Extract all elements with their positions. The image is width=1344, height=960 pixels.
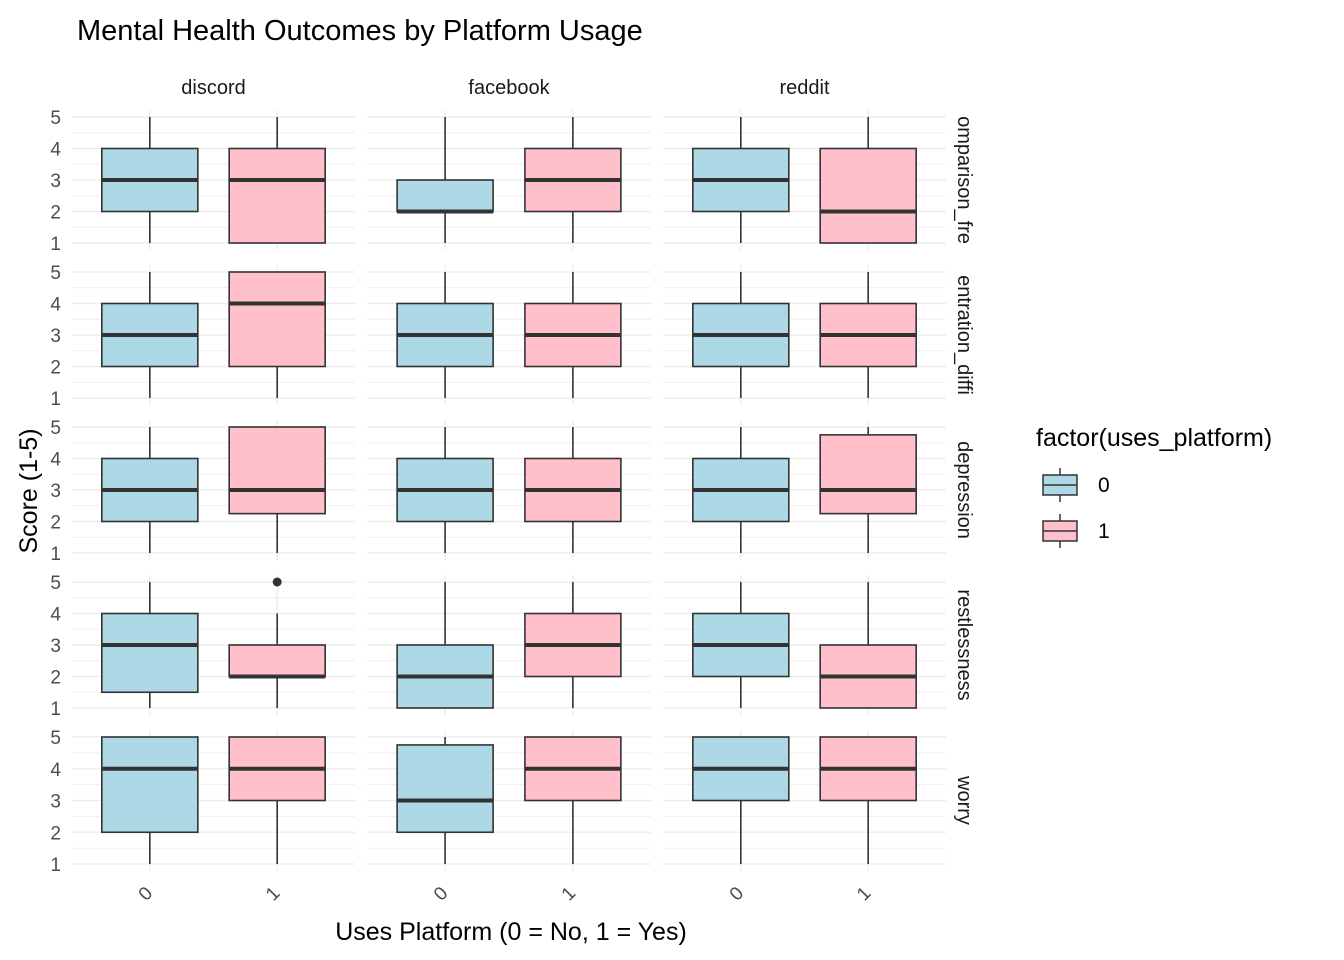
y-tick-label: 2 bbox=[50, 358, 61, 379]
box-iqr bbox=[228, 426, 326, 515]
y-tick-label: 4 bbox=[50, 450, 61, 471]
y-tick-label: 3 bbox=[50, 636, 61, 657]
facet-row-label: omparison_fre bbox=[953, 116, 975, 244]
y-tick-label: 1 bbox=[50, 389, 61, 410]
y-tick-label: 2 bbox=[50, 823, 61, 844]
y-tick-label: 1 bbox=[50, 234, 61, 255]
legend-title: factor(uses_platform) bbox=[1036, 424, 1272, 452]
box-iqr bbox=[396, 179, 494, 213]
y-tick-label: 4 bbox=[50, 760, 61, 781]
facet-row-strip: omparison_fre bbox=[953, 116, 975, 244]
box-iqr bbox=[101, 736, 199, 834]
box-iqr bbox=[101, 612, 199, 694]
y-tick-label: 1 bbox=[50, 544, 61, 565]
y-tick-label: 4 bbox=[50, 295, 61, 316]
chart-title: Mental Health Outcomes by Platform Usage bbox=[77, 15, 643, 47]
facet-column-label: facebook bbox=[468, 77, 550, 99]
y-tick-label: 3 bbox=[50, 792, 61, 813]
x-axis-title: Uses Platform (0 = No, 1 = Yes) bbox=[335, 918, 687, 946]
y-tick-label: 2 bbox=[50, 668, 61, 689]
facet-row-label: entration_diffi bbox=[953, 275, 975, 395]
x-tick-label: 1 bbox=[262, 883, 284, 905]
box-iqr bbox=[396, 744, 494, 834]
x-tick-label: 0 bbox=[726, 883, 748, 905]
y-tick-label: 1 bbox=[50, 699, 61, 720]
y-tick-label: 5 bbox=[50, 418, 61, 439]
box-iqr bbox=[819, 434, 917, 515]
x-tick-label: 0 bbox=[430, 883, 452, 905]
y-tick-label: 3 bbox=[50, 481, 61, 502]
legend-item: 0 bbox=[1042, 468, 1110, 502]
y-tick-label: 4 bbox=[50, 605, 61, 626]
x-tick-label: 0 bbox=[135, 883, 157, 905]
x-tick-label: 1 bbox=[853, 883, 875, 905]
grid-layer bbox=[72, 110, 946, 871]
facet-row-strip: restlessness bbox=[953, 589, 975, 700]
y-tick-label: 5 bbox=[50, 573, 61, 594]
y-tick-label: 5 bbox=[50, 108, 61, 129]
y-tick-label: 4 bbox=[50, 140, 61, 161]
legend-item: 1 bbox=[1042, 514, 1110, 548]
facet-row-label: depression bbox=[953, 441, 975, 539]
boxes-layer bbox=[101, 117, 917, 864]
outlier-point bbox=[272, 577, 282, 587]
strips-layer: discord facebook reddit omparison_freentrat… bbox=[181, 77, 975, 825]
box-iqr bbox=[228, 147, 326, 244]
x-tick-label: 1 bbox=[558, 883, 580, 905]
facet-row-strip: entration_diffi bbox=[953, 275, 975, 395]
legend: factor(uses_platform) 0 1 bbox=[1036, 424, 1272, 548]
facet-row-strip: worry bbox=[953, 775, 975, 825]
box-iqr bbox=[228, 644, 326, 678]
y-tick-label: 5 bbox=[50, 263, 61, 284]
y-tick-label: 1 bbox=[50, 855, 61, 876]
y-tick-label: 5 bbox=[50, 728, 61, 749]
facet-row-strip: depression bbox=[953, 441, 975, 539]
box-iqr bbox=[819, 147, 917, 244]
facet-column-label: discord bbox=[181, 77, 245, 99]
y-tick-label: 2 bbox=[50, 513, 61, 534]
legend-item-label: 1 bbox=[1098, 520, 1110, 543]
box-iqr bbox=[228, 271, 326, 368]
legend-item-label: 0 bbox=[1098, 474, 1110, 497]
y-tick-label: 3 bbox=[50, 171, 61, 192]
y-tick-label: 3 bbox=[50, 326, 61, 347]
y-axis-title: Score (1-5) bbox=[15, 428, 43, 553]
facet-column-label: reddit bbox=[779, 77, 829, 99]
facet-row-label: restlessness bbox=[953, 589, 975, 700]
y-tick-label: 2 bbox=[50, 203, 61, 224]
facet-row-label: worry bbox=[953, 775, 975, 825]
